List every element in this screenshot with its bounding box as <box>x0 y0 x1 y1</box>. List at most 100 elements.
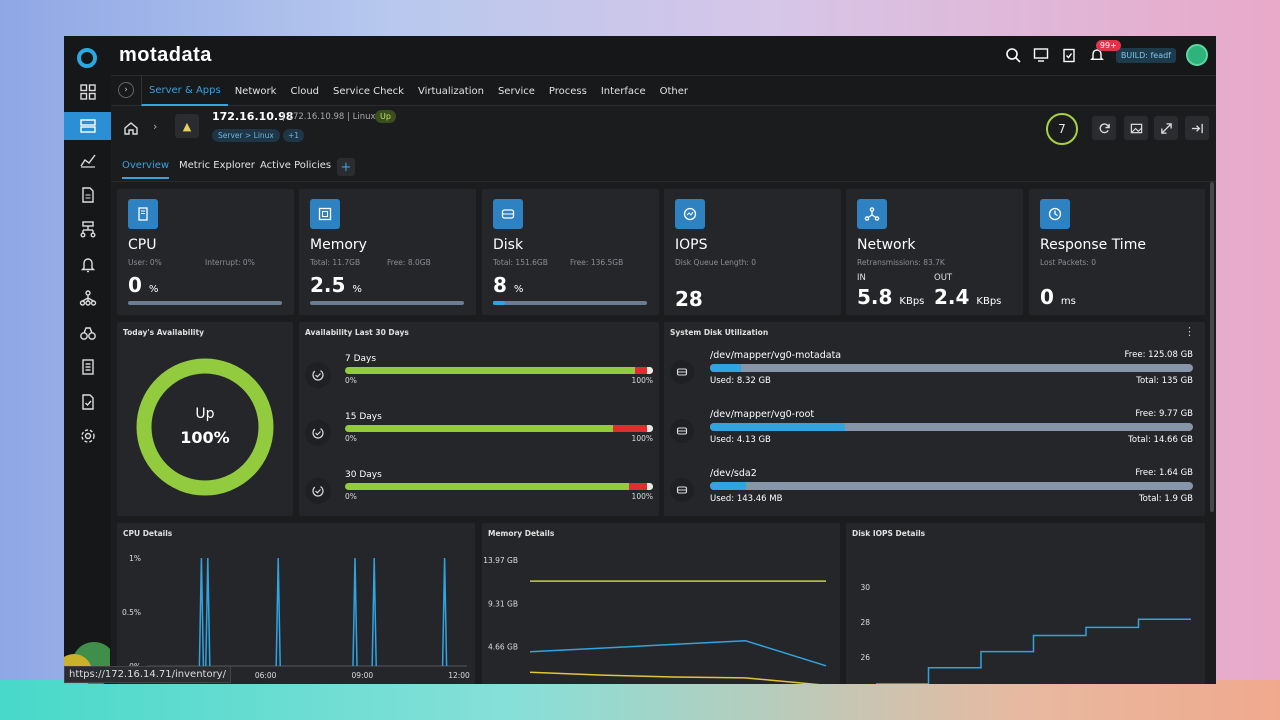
entity-ip: 172.16.10.98 <box>212 110 294 123</box>
view-tabs: Overview Metric Explorer Active Policies… <box>111 152 1216 182</box>
disk-free: Free: 1.64 GB <box>1135 468 1193 478</box>
tab-service[interactable]: Service <box>497 85 535 97</box>
brand-logo[interactable]: motadata <box>119 44 212 66</box>
panel-menu-icon[interactable]: ⋮ <box>1184 325 1195 338</box>
availability-bar <box>345 425 653 432</box>
cpu-number: 0 <box>128 273 142 297</box>
left-rail <box>64 36 111 684</box>
alerts-bell-icon[interactable] <box>64 250 111 278</box>
network-card[interactable]: Network Retransmissions: 83.7K IN OUT 5.… <box>846 189 1023 315</box>
disk-bar-fill <box>493 301 506 305</box>
settings-gear-icon[interactable] <box>64 422 111 450</box>
cpu-spike <box>371 557 377 667</box>
notification-bell-icon[interactable]: 99+ <box>1088 40 1121 64</box>
response-time-card[interactable]: Response Time Lost Packets: 0 0 ms <box>1029 189 1205 315</box>
add-tab-button[interactable]: + <box>337 158 355 176</box>
tab-service-check[interactable]: Service Check <box>333 85 404 97</box>
top-bar: motadata 99+ BUILD: feadf <box>111 36 1216 76</box>
downtime-segment <box>628 483 647 490</box>
tab-virtualization[interactable]: Virtualization <box>417 85 484 97</box>
out-label: OUT <box>934 273 953 283</box>
snapshot-image-icon[interactable] <box>1124 116 1148 140</box>
availability-period: 15 Days <box>345 412 382 422</box>
clipboard-check-icon[interactable] <box>1060 46 1078 64</box>
expand-chevron-icon[interactable]: › <box>118 82 134 98</box>
server-inventory-icon[interactable] <box>64 112 111 140</box>
scrollbar[interactable] <box>1210 182 1215 682</box>
availability-min: 0% <box>345 376 357 385</box>
home-icon[interactable] <box>123 120 139 140</box>
in-unit: KBps <box>899 296 925 307</box>
disk-usage-bar <box>710 482 1193 490</box>
memory-card[interactable]: Memory Total: 11.7GB Free: 8.0GB 2.5 % <box>299 189 476 315</box>
report-document-icon[interactable] <box>64 181 111 209</box>
memory-series-line <box>529 639 827 667</box>
card-title: Response Time <box>1040 237 1146 253</box>
panel-title: System Disk Utilization <box>670 328 769 337</box>
status-url: https://172.16.14.71/inventory/ <box>64 666 231 683</box>
tab-interface[interactable]: Interface <box>600 85 646 97</box>
cpu-card[interactable]: CPU User: 0% Interrupt: 0% 0 % <box>117 189 294 315</box>
breadcrumb-chevron-icon: › <box>153 120 158 133</box>
disk-iops-panel: Disk IOPS Details 30282624 <box>846 523 1205 684</box>
refresh-icon[interactable] <box>1092 116 1116 140</box>
tab-overview[interactable]: Overview <box>122 160 170 179</box>
availability-row: 7 Days 0% 100% <box>305 354 653 404</box>
disk-card[interactable]: Disk Total: 151.6GB Free: 136.5GB 8 % <box>482 189 659 315</box>
discovery-binoculars-icon[interactable] <box>64 319 111 347</box>
disk-iops-chart: 30282624 <box>860 583 1191 684</box>
exit-panel-icon[interactable] <box>1185 116 1209 140</box>
disk-utilization-panel: System Disk Utilization ⋮ /dev/mapper/vg… <box>664 322 1205 516</box>
tab-network[interactable]: Network <box>234 85 277 97</box>
response-value: 0 ms <box>1040 285 1076 309</box>
app-logo-icon[interactable] <box>77 48 97 68</box>
out-number: 2.4 <box>934 285 970 309</box>
more-tags-badge[interactable]: +1 <box>283 129 305 142</box>
disk-total: Total: 151.6GB <box>493 258 548 267</box>
entity-meta: | 172.16.10.98 | Linux | <box>282 112 382 122</box>
panel-title: Today's Availability <box>123 328 204 337</box>
config-file-icon[interactable] <box>64 353 111 381</box>
topology-icon[interactable] <box>64 215 111 243</box>
category-nav: › Server & Apps Network Cloud Service Ch… <box>111 76 1216 106</box>
availability-bar <box>345 483 653 490</box>
user-avatar[interactable] <box>1186 44 1208 66</box>
tab-active-policies[interactable]: Active Policies <box>260 160 332 171</box>
in-label: IN <box>857 273 866 283</box>
cpu-spike <box>198 557 205 667</box>
hard-drive-icon <box>670 478 694 502</box>
availability-min: 0% <box>345 434 357 443</box>
disk-value: 8 % <box>493 273 523 297</box>
availability-row: 30 Days 0% 100% <box>305 470 653 520</box>
monitor-icon[interactable] <box>1032 46 1050 64</box>
tab-metric-explorer[interactable]: Metric Explorer <box>179 160 255 171</box>
y-tick-label: 28 <box>860 618 870 627</box>
availability-max: 100% <box>631 376 653 385</box>
tab-other[interactable]: Other <box>659 85 689 97</box>
audit-checklist-icon[interactable] <box>64 388 111 416</box>
disk-free: Free: 9.77 GB <box>1135 409 1193 419</box>
disk-queue-length: Disk Queue Length: 0 <box>675 258 757 267</box>
bar-end-cap <box>647 367 653 374</box>
out-value: 2.4 KBps <box>934 285 1001 309</box>
metrics-chart-icon[interactable] <box>64 146 111 174</box>
group-tag[interactable]: Server > Linux <box>212 129 280 142</box>
tab-cloud[interactable]: Cloud <box>290 85 320 97</box>
disk-unit: % <box>513 284 524 295</box>
iops-icon <box>675 199 705 229</box>
availability-status: Up <box>195 406 215 422</box>
hard-drive-icon <box>670 419 694 443</box>
scroll-thumb[interactable] <box>1210 182 1214 512</box>
memory-icon <box>310 199 340 229</box>
iops-card[interactable]: IOPS Disk Queue Length: 0 28 <box>664 189 841 315</box>
dashboard-grid-icon[interactable] <box>64 78 111 106</box>
memory-unit: % <box>352 284 362 295</box>
fullscreen-icon[interactable] <box>1154 116 1178 140</box>
x-tick-label: 09:00 <box>352 671 374 680</box>
tab-server-apps[interactable]: Server & Apps <box>141 76 228 106</box>
availability-max: 100% <box>631 492 653 501</box>
tab-process[interactable]: Process <box>548 85 587 97</box>
alert-count-circle[interactable]: 7 <box>1046 113 1078 145</box>
network-map-icon[interactable] <box>64 284 111 312</box>
search-icon[interactable] <box>1004 46 1022 64</box>
